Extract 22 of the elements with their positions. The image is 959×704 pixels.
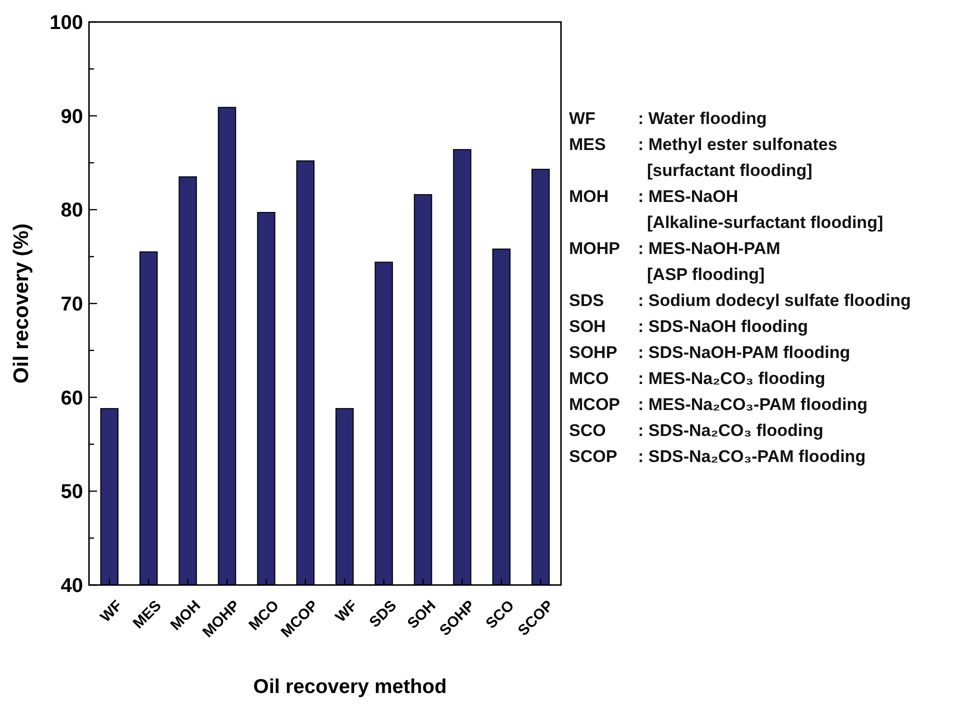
y-tick-label: 40 xyxy=(60,575,83,597)
y-tick-label: 50 xyxy=(60,481,83,504)
text: SCOP : SDS-Na₂CO₃-PAM flooding xyxy=(569,447,866,466)
text: SOHP : SDS-NaOH-PAM flooding xyxy=(569,343,850,362)
x-axis-title: Oil recovery method xyxy=(253,676,447,698)
text: MOHP : MES-NaOH-PAM [ASP flooding] xyxy=(569,239,780,284)
text: MCOP : MES-Na₂CO₃-PAM flooding xyxy=(569,395,868,414)
text: SOH : SDS-NaOH flooding xyxy=(569,317,808,336)
y-axis-title: Oil recovery (%) xyxy=(10,224,33,384)
text: WF : Water flooding xyxy=(569,109,767,128)
text: SDS : Sodium dodecyl sulfate flooding xyxy=(569,291,911,310)
y-tick-label: 70 xyxy=(60,294,83,316)
text: MOH : MES-NaOH [Alkaline-surfactant flooding] xyxy=(569,187,884,232)
x-tick-label: WF xyxy=(332,597,361,626)
y-tick-label: 90 xyxy=(60,106,83,128)
y-tick-label: 60 xyxy=(60,387,83,410)
text: MCO : MES-Na₂CO₃ flooding xyxy=(569,369,826,388)
y-tick-label: 100 xyxy=(50,12,83,34)
text: SCO : SDS-Na₂CO₃ flooding xyxy=(569,421,824,440)
text: MES : Methyl ester sulfonates [surfactant flooding] xyxy=(569,135,838,180)
y-tick-label: 80 xyxy=(60,200,83,222)
x-tick-label: WF xyxy=(97,597,126,626)
